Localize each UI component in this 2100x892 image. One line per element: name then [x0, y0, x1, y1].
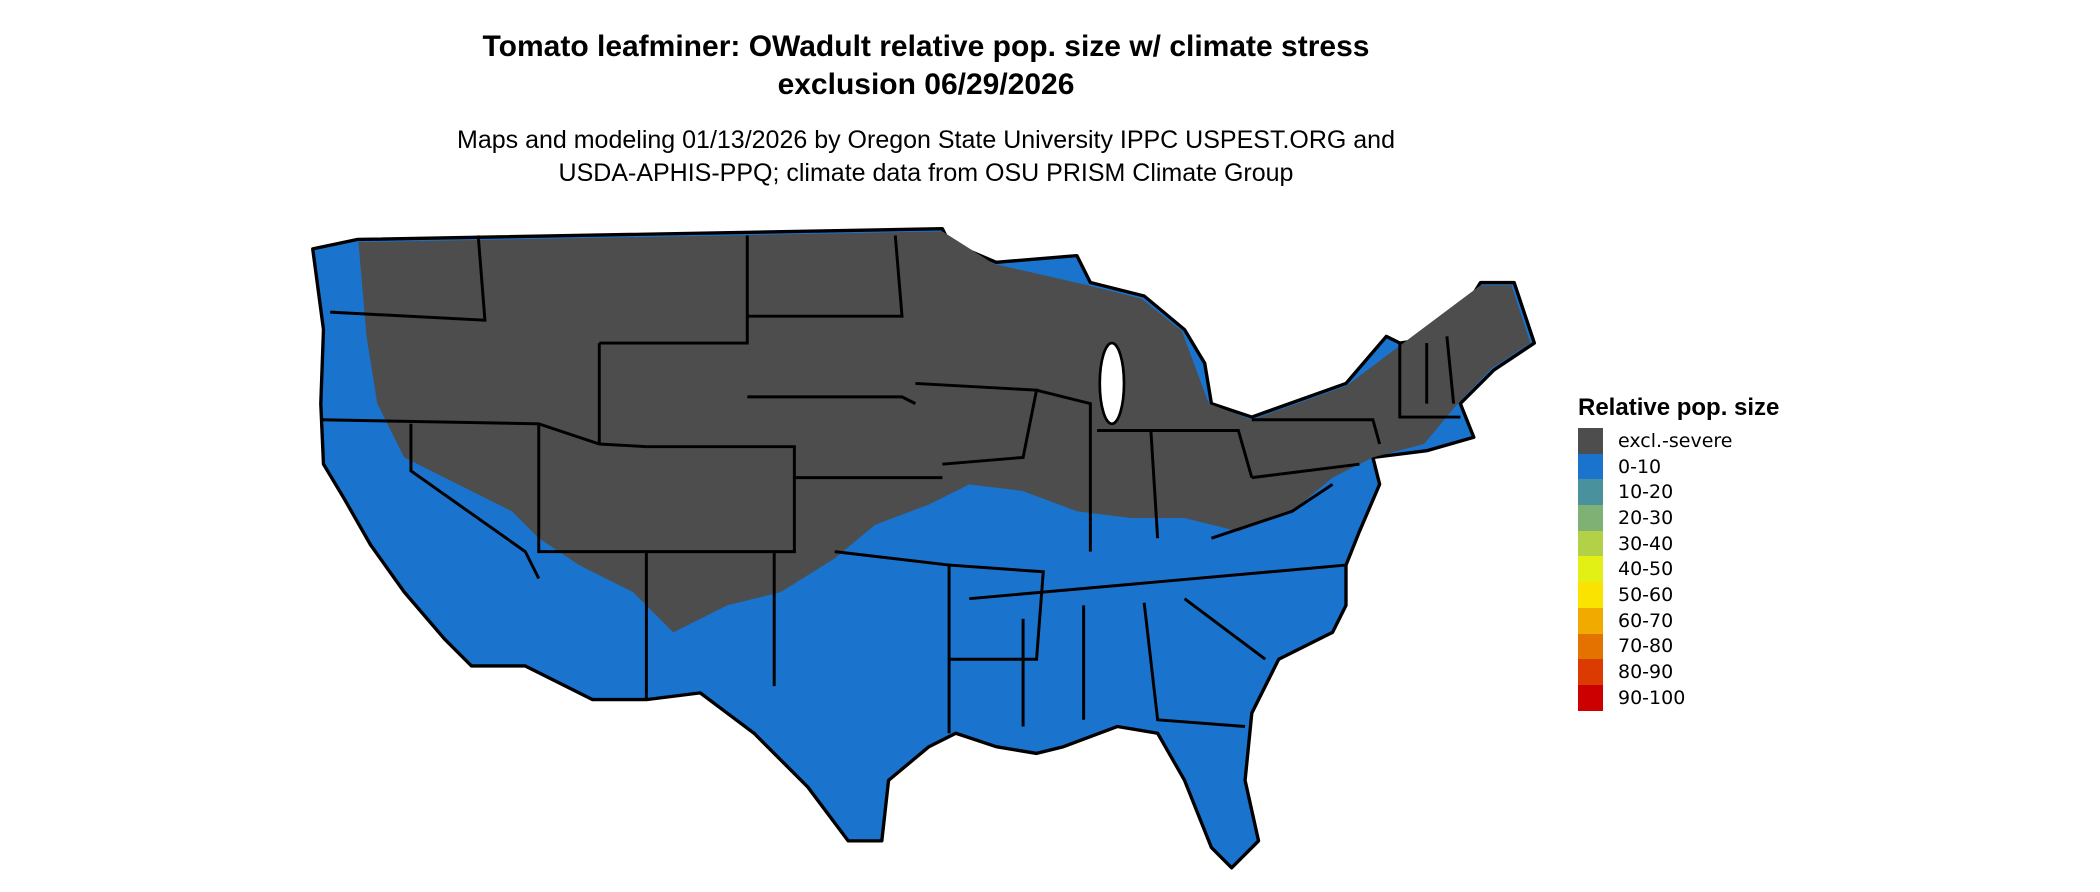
legend-item: 50-60 — [1578, 582, 1779, 608]
legend-label: 70-80 — [1618, 635, 1674, 658]
legend-item: 20-30 — [1578, 505, 1779, 531]
legend-label: 80-90 — [1618, 661, 1674, 684]
legend-label: 10-20 — [1618, 481, 1674, 504]
legend-label: 50-60 — [1618, 583, 1674, 606]
legend-item: 60-70 — [1578, 607, 1779, 634]
legend-label: excl.-severe — [1618, 429, 1733, 452]
legend-item: 70-80 — [1578, 633, 1779, 660]
legend-swatch — [1578, 479, 1603, 506]
legend-label: 20-30 — [1618, 506, 1674, 529]
map-subtitle-line2: USDA-APHIS-PPQ; climate data from OSU PR… — [558, 159, 1294, 187]
legend-swatch — [1578, 428, 1603, 454]
legend-swatch — [1578, 582, 1603, 608]
legend-swatch — [1578, 607, 1603, 634]
excluded-severe-region — [358, 231, 1531, 633]
legend-item: 30-40 — [1578, 530, 1779, 557]
legend-title: Relative pop. size — [1578, 394, 1780, 421]
legend-swatch — [1578, 530, 1603, 557]
legend-item: 10-20 — [1578, 479, 1779, 506]
legend-label: 60-70 — [1618, 609, 1674, 632]
legend-label: 40-50 — [1618, 558, 1674, 581]
legend-item: 90-100 — [1578, 684, 1779, 711]
legend-item: 40-50 — [1578, 556, 1779, 583]
legend-swatch — [1578, 684, 1603, 711]
legend-swatch — [1578, 453, 1603, 480]
legend: Relative pop. size excl.-severe 0-10 10-20… — [1578, 392, 1779, 711]
legend-swatch — [1578, 556, 1603, 583]
map-subtitle-line1: Maps and modeling 01/13/2026 by Oregon S… — [457, 126, 1395, 154]
map-title-line1: Tomato leafminer: OWadult relative pop. … — [482, 30, 1370, 63]
legend-swatch — [1578, 659, 1603, 685]
legend-item: 0-10 — [1578, 453, 1779, 480]
legend-item: 80-90 — [1578, 659, 1779, 685]
state-boundaries — [320, 235, 1461, 734]
legend-label: 0-10 — [1618, 455, 1662, 478]
legend-label: 30-40 — [1618, 532, 1674, 555]
lake-michigan — [1098, 341, 1126, 426]
legend-label: 90-100 — [1618, 686, 1686, 709]
map-title-line2: exclusion 06/29/2026 — [777, 68, 1075, 101]
legend-item: excl.-severe — [1578, 428, 1779, 454]
legend-swatch — [1578, 505, 1603, 531]
legend-swatch — [1578, 633, 1603, 660]
